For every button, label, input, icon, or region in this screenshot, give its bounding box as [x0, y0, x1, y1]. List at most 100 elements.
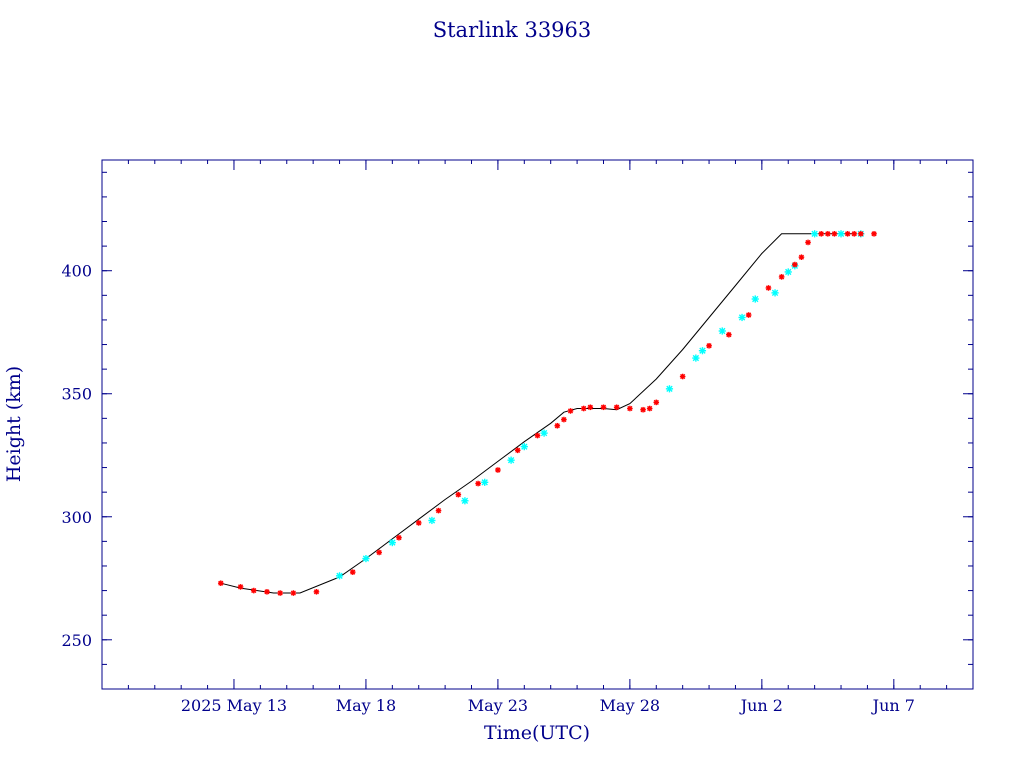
red-marker	[554, 422, 561, 429]
x-tick-label: May 23	[468, 696, 528, 715]
cyan-marker	[837, 230, 845, 238]
cyan-marker	[751, 295, 759, 303]
marker-stroke	[540, 429, 548, 437]
marker-stroke	[600, 404, 607, 410]
marker-stroke	[837, 230, 845, 238]
red-marker	[818, 231, 825, 237]
marker-stroke	[851, 231, 857, 237]
red-marker	[376, 549, 382, 556]
marker-stroke	[771, 289, 779, 297]
marker-stroke	[251, 587, 257, 594]
minor-ticks	[101, 160, 974, 689]
marker-stroke	[362, 555, 370, 562]
marker-stroke	[554, 423, 560, 429]
marker-stroke	[765, 285, 772, 291]
cyan-marker	[784, 268, 792, 276]
x-axis-label: Time(UTC)	[484, 722, 590, 744]
marker-stroke	[692, 354, 700, 362]
marker-stroke	[455, 492, 461, 498]
cyan-marker	[388, 539, 396, 547]
marker-stroke	[805, 239, 811, 246]
marker-stroke	[825, 231, 831, 237]
marker-stroke	[515, 447, 521, 453]
marker-stroke	[428, 517, 436, 524]
cyan-marker	[461, 497, 469, 505]
red-marker	[495, 467, 501, 473]
marker-stroke	[461, 497, 469, 504]
red-marker	[415, 520, 422, 526]
marker-stroke	[614, 404, 620, 410]
x-tick-label: May 28	[600, 696, 660, 715]
cyan-marker	[665, 385, 674, 393]
major-ticks	[102, 160, 973, 689]
marker-stroke	[811, 230, 818, 238]
red-marker	[679, 373, 686, 380]
y-tick-label: 350	[61, 385, 92, 404]
red-marker	[264, 589, 270, 595]
marker-stroke	[264, 589, 270, 595]
red-marker	[237, 584, 244, 590]
red-marker	[514, 447, 521, 454]
marker-stroke	[481, 479, 488, 486]
red-marker	[871, 231, 877, 237]
cyan-marker	[481, 478, 489, 486]
y-tick-label: 300	[61, 508, 92, 527]
x-tick-label: Jun 2	[739, 696, 783, 715]
marker-stroke	[798, 254, 805, 260]
red-marker	[640, 406, 646, 413]
height-series-line	[220, 233, 855, 594]
marker-stroke	[475, 480, 481, 487]
marker-stroke	[218, 580, 224, 586]
cyan-marker	[811, 230, 819, 238]
x-tick-label: Jun 7	[871, 696, 915, 715]
marker-stroke	[587, 404, 593, 410]
cyan-marker	[771, 289, 779, 297]
marker-stroke	[706, 343, 712, 349]
cyan-marker	[507, 456, 515, 464]
marker-stroke	[521, 443, 528, 450]
marker-stroke	[818, 231, 824, 237]
x-tick-label: 2025 May 13	[181, 696, 287, 715]
red-marker	[455, 491, 462, 498]
marker-stroke	[752, 295, 759, 303]
marker-stroke	[726, 332, 732, 338]
red-marker	[627, 405, 633, 412]
red-marker	[798, 254, 805, 260]
marker-stroke	[831, 231, 838, 237]
red-marker	[561, 416, 567, 423]
red-marker	[765, 285, 772, 291]
red-marker	[290, 590, 297, 596]
marker-stroke	[396, 535, 402, 541]
marker-stroke	[779, 274, 785, 280]
cyan-marker	[540, 429, 548, 437]
marker-stroke	[336, 572, 343, 580]
y-axis-label: Height (km)	[3, 366, 25, 482]
marker-stroke	[389, 539, 396, 546]
red-marker	[646, 405, 653, 412]
y-tick-label: 250	[61, 631, 92, 650]
red-marker	[858, 231, 864, 237]
marker-stroke	[871, 231, 877, 237]
red-marker	[587, 404, 594, 411]
marker-stroke	[290, 590, 296, 596]
red-marker	[745, 312, 752, 318]
red-marker	[706, 342, 712, 349]
marker-stroke	[581, 405, 587, 412]
red-marker	[313, 589, 320, 595]
red-marker	[396, 534, 402, 541]
y-tick-labels: 250 300 350 400	[61, 262, 92, 650]
marker-stroke	[313, 589, 320, 595]
marker-stroke	[699, 347, 706, 354]
red-marker	[250, 587, 257, 594]
red-marker	[805, 239, 811, 246]
marker-stroke	[435, 508, 442, 514]
cyan-marker	[698, 347, 707, 355]
marker-stroke	[792, 261, 798, 268]
marker-stroke	[647, 405, 653, 412]
marker-stroke	[534, 432, 541, 439]
marker-stroke	[627, 405, 633, 412]
red-marker	[435, 507, 442, 514]
marker-stroke	[858, 231, 864, 237]
marker-stroke	[738, 314, 746, 321]
plot-frame	[101, 159, 974, 690]
